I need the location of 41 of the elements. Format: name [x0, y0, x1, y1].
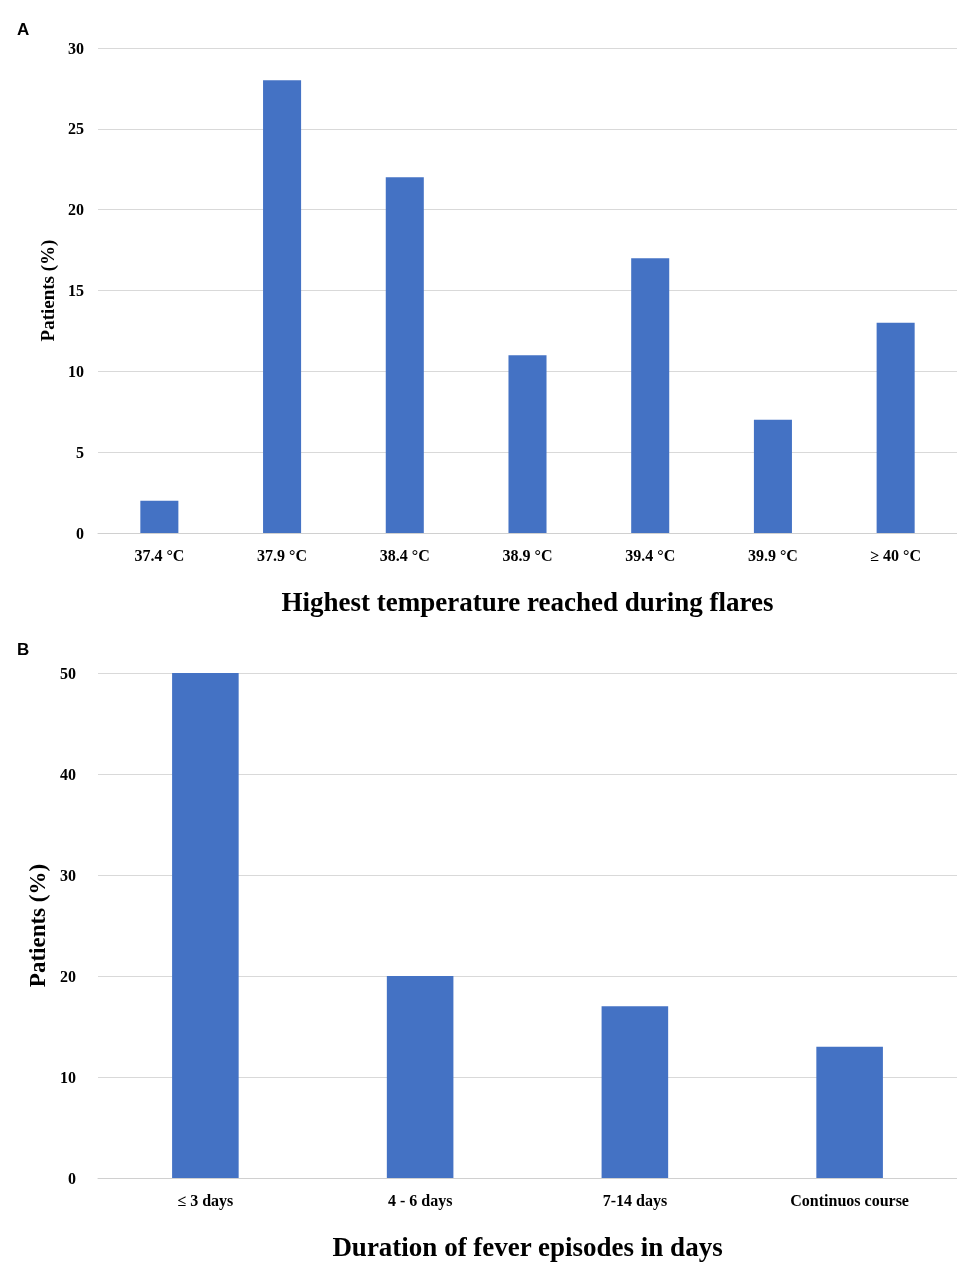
x-tick-label: 4 - 6 days	[387, 1191, 453, 1210]
x-axis-title: Highest temperature reached during flares	[281, 586, 774, 617]
x-tick-label: 37.4 °C	[134, 546, 185, 564]
y-tick-label: 10	[60, 1068, 76, 1086]
x-tick-label: 38.4 °C	[379, 546, 430, 564]
bar	[876, 322, 915, 533]
x-tick-label: Continuos course	[790, 1191, 909, 1209]
y-axis-title: Patients (%)	[37, 239, 60, 342]
y-axis-title: Patients (%)	[25, 863, 51, 988]
x-tick-label: 39.9 °C	[747, 546, 798, 564]
x-tick-label: 37.9 °C	[257, 546, 308, 564]
bar	[508, 355, 547, 533]
bar	[385, 177, 424, 533]
y-tick-label: 10	[68, 362, 84, 380]
bar	[631, 258, 670, 533]
y-tick-label: 30	[68, 39, 84, 57]
y-tick-label: 0	[68, 1169, 76, 1187]
bar	[753, 419, 792, 533]
chart-title: A	[17, 20, 30, 39]
x-tick-label: 38.9 °C	[502, 546, 553, 564]
y-tick-label: 5	[76, 443, 84, 461]
x-tick-label: 39.4 °C	[625, 546, 676, 564]
y-tick-label: 20	[68, 201, 84, 219]
y-tick-label: 40	[60, 765, 76, 783]
y-tick-label: 20	[60, 967, 76, 985]
bar	[601, 1006, 669, 1178]
bar	[263, 80, 302, 533]
y-tick-label: 15	[68, 282, 84, 299]
y-tick-label: 50	[60, 664, 76, 682]
x-tick-label: 7-14 days	[602, 1191, 668, 1210]
y-tick-label: 0	[76, 524, 84, 542]
y-tick-label: 30	[60, 866, 76, 884]
bar	[172, 673, 239, 1178]
x-tick-label: ≤ 3 days	[177, 1191, 234, 1210]
bar	[140, 500, 179, 533]
bar	[386, 976, 454, 1178]
y-tick-label: 25	[68, 120, 84, 138]
x-axis-title: Duration of fever episodes in days	[332, 1231, 723, 1262]
bar	[816, 1046, 883, 1178]
x-tick-label: ≥ 40 °C	[870, 546, 922, 564]
chart-title: B	[17, 640, 30, 659]
